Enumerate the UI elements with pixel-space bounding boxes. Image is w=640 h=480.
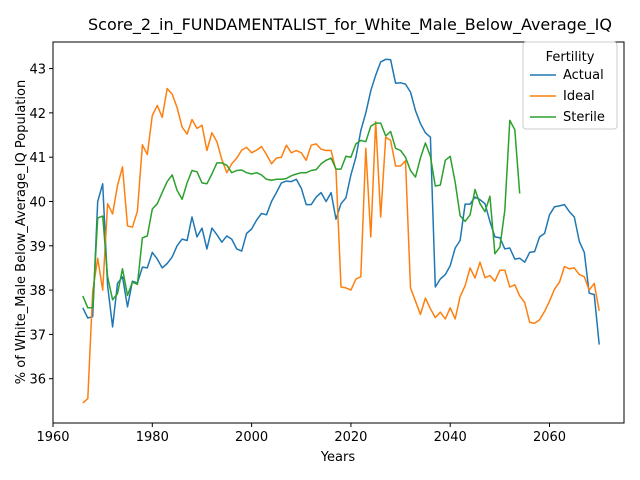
x-tick-label: 2060 <box>533 430 566 445</box>
legend: Fertility Actual Ideal Sterile <box>522 41 618 130</box>
legend-label-sterile: Sterile <box>563 110 605 125</box>
legend-items: Actual Ideal Sterile <box>530 68 605 125</box>
y-tick-label: 36 <box>29 373 46 388</box>
series-line-ideal <box>82 87 600 404</box>
y-tick-label: 39 <box>29 240 46 255</box>
x-tick-label: 1960 <box>36 430 69 445</box>
y-tick-label: 38 <box>29 284 46 299</box>
x-axis: 1960 1980 2000 2020 2040 2060 <box>36 423 566 445</box>
x-tick-label: 1980 <box>136 430 169 445</box>
legend-label-ideal: Ideal <box>563 89 595 104</box>
x-tick-label: 2040 <box>434 430 467 445</box>
y-tick-label: 37 <box>29 328 46 343</box>
series-line-actual <box>82 58 600 345</box>
plot-lines <box>82 58 600 404</box>
x-axis-label: Years <box>320 450 356 465</box>
chart-title: Score_2_in_FUNDAMENTALIST_for_White_Male… <box>88 15 612 35</box>
y-tick-label: 40 <box>29 195 46 210</box>
y-tick-label: 42 <box>29 107 46 122</box>
y-axis: 36 37 38 39 40 41 42 43 <box>29 63 53 388</box>
y-axis-label: % of White_Male Below_Average_IQ Populat… <box>14 80 29 384</box>
y-tick-label: 41 <box>29 151 46 166</box>
legend-label-actual: Actual <box>563 68 604 83</box>
x-tick-label: 2020 <box>334 430 367 445</box>
legend-title: Fertility <box>546 50 595 65</box>
plot-frame <box>52 41 625 424</box>
series-line-sterile <box>82 119 521 309</box>
legend-box <box>522 41 618 130</box>
y-tick-label: 43 <box>29 63 46 78</box>
x-tick-label: 2000 <box>235 430 268 445</box>
